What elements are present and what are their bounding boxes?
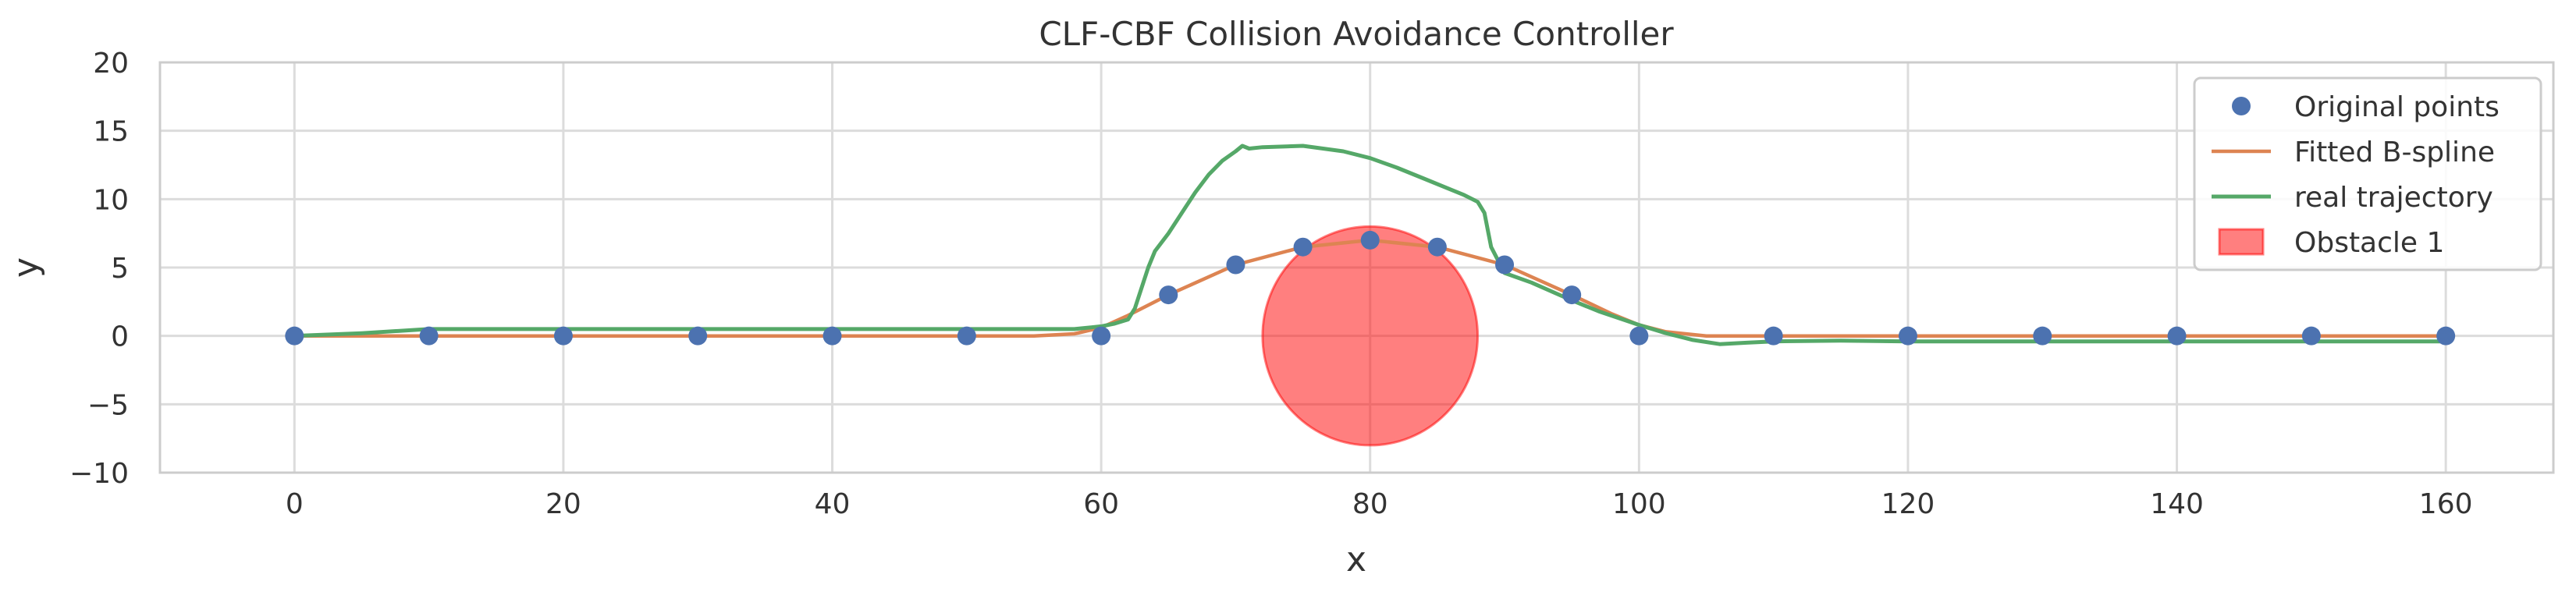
chart-title: CLF-CBF Collision Avoidance Controller [1039,15,1674,53]
original-point [1226,255,1245,275]
y-tick-label: 5 [111,253,129,285]
original-point [285,326,304,346]
original-point [1159,285,1178,305]
original-point [2436,326,2456,346]
legend-label-trajectory: real trajectory [2294,182,2493,214]
legend-marker-original-points [2232,97,2251,115]
original-point [823,326,842,346]
original-point [1764,326,1783,346]
x-tick-label: 40 [815,488,851,520]
x-tick-label: 100 [1612,488,1666,520]
original-point [2167,326,2187,346]
y-tick-label: −10 [69,458,129,490]
y-tick-label: 0 [111,321,129,353]
x-tick-label: 120 [1881,488,1935,520]
real-trajectory-line [294,144,2446,346]
x-axis-label: x [1346,540,1366,580]
original-point [957,326,976,346]
obstacle-layer [1261,225,1480,447]
original-point [1495,255,1515,275]
legend-box [2193,76,2542,271]
y-tick-label: 20 [93,48,129,80]
y-tick-label: 10 [93,184,129,216]
original-point [2033,326,2052,346]
original-point [1898,326,1917,346]
series-layer [285,144,2456,346]
legend-label-original-points: Original points [2294,91,2500,123]
legend-label-bspline: Fitted B-spline [2294,136,2495,168]
x-tick-label: 160 [2419,488,2473,520]
tick-labels: 0 20 40 60 80 100 120 140 160 −10 −5 0 5 10 15 20 [69,48,2473,520]
original-point [553,326,573,346]
x-tick-label: 20 [545,488,581,520]
obstacle-1-circle [1261,225,1480,447]
x-tick-label: 80 [1352,488,1388,520]
original-point [419,326,439,346]
original-point [1629,326,1649,346]
original-point [1293,237,1313,257]
original-point [1562,285,1582,305]
original-point [2301,326,2321,346]
x-tick-label: 0 [286,488,304,520]
x-tick-label: 140 [2150,488,2204,520]
y-axis-label: y [6,257,46,278]
x-tick-label: 60 [1083,488,1119,520]
y-tick-label: −5 [87,389,129,421]
original-point [1427,237,1447,257]
legend: Original points Fitted B-spline real traje… [2193,76,2542,271]
plot-frame [158,61,2555,474]
legend-label-obstacle: Obstacle 1 [2294,227,2444,259]
original-point [688,326,708,346]
legend-patch-obstacle [2218,228,2265,256]
original-point [1092,326,1111,346]
plot-border [158,61,2555,474]
original-point [1360,230,1380,250]
y-tick-label: 15 [93,116,129,148]
